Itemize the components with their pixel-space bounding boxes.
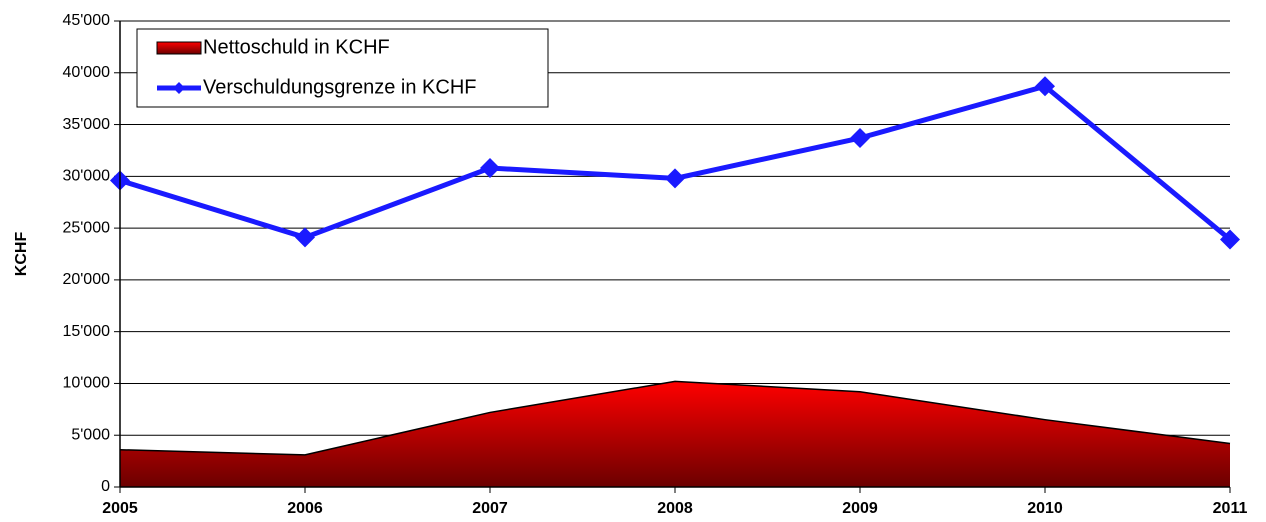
area-edge bbox=[119, 380, 1231, 456]
marker bbox=[665, 168, 685, 189]
y-tick-label: 20'000 bbox=[62, 271, 110, 288]
marker bbox=[850, 128, 870, 149]
legend-box bbox=[136, 28, 549, 108]
y-tick-label: 35'000 bbox=[62, 116, 110, 133]
marker bbox=[1220, 229, 1240, 250]
y-tick-label: 25'000 bbox=[62, 219, 110, 236]
y-tick-label: 40'000 bbox=[62, 64, 110, 81]
y-tick-label: 5'000 bbox=[71, 426, 110, 443]
marker bbox=[480, 158, 500, 179]
legend-swatch bbox=[156, 41, 202, 55]
legend: Nettoschuld in KCHF Verschuldungsgrenze i… bbox=[136, 28, 549, 108]
area bbox=[120, 381, 1230, 487]
y-tick-label: 15'000 bbox=[62, 323, 110, 340]
y-tick-label: 30'000 bbox=[62, 168, 110, 185]
marker bbox=[1035, 76, 1055, 97]
x-tick-label: 2008 bbox=[657, 500, 693, 517]
marker bbox=[295, 227, 315, 248]
line bbox=[119, 83, 1232, 242]
legend-label: Verschuldungsgrenze in KCHF bbox=[203, 76, 476, 98]
y-tick-label: 10'000 bbox=[62, 375, 110, 392]
x-tick-label: 2009 bbox=[842, 500, 878, 517]
x-tick-label: 2005 bbox=[102, 500, 138, 517]
legend-label: Nettoschuld in KCHF bbox=[203, 36, 390, 58]
legend-marker bbox=[173, 82, 185, 94]
x-tick-label: 2006 bbox=[287, 500, 323, 517]
x-tick-label: 2011 bbox=[1213, 500, 1248, 517]
y-tick-label: 0 bbox=[101, 478, 110, 495]
x-tick-label: 2010 bbox=[1027, 500, 1063, 517]
x-tick-label: 2007 bbox=[472, 500, 508, 517]
y-axis-title: KCHF bbox=[13, 232, 30, 277]
y-tick-label: 45'000 bbox=[62, 12, 110, 29]
